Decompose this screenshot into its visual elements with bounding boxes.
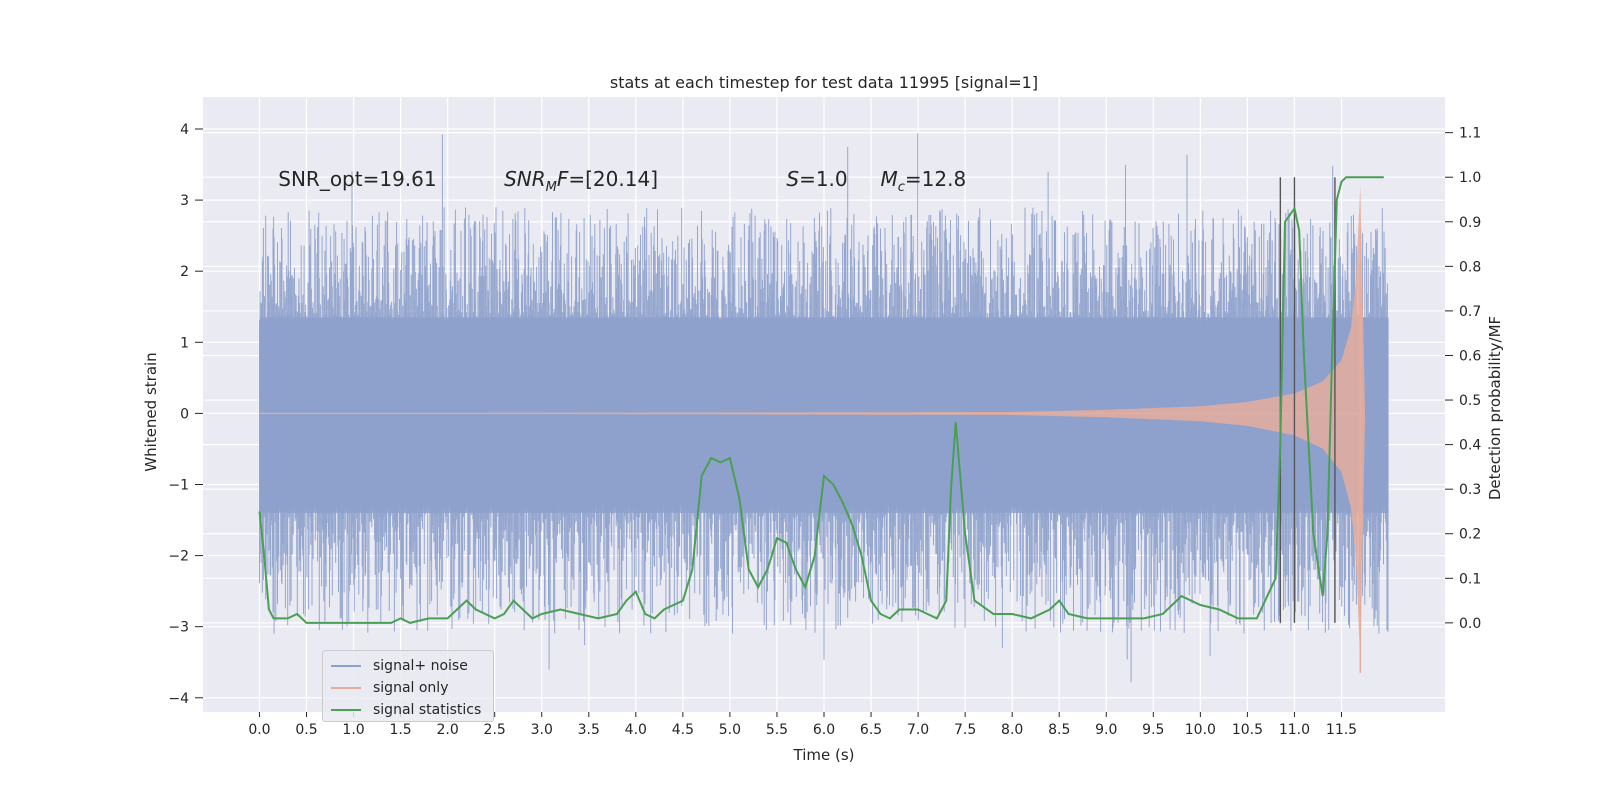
x-tick-label: 9.5: [1142, 722, 1164, 738]
x-tick-label: 1.5: [389, 722, 411, 738]
y2-tick-label: 0.5: [1459, 393, 1481, 409]
x-tick-label: 4.0: [625, 722, 647, 738]
y2-tick-label: 0.0: [1459, 616, 1481, 632]
legend: signal+ noise signal only signal statistic…: [322, 650, 494, 722]
legend-item: signal+ noise: [331, 655, 485, 677]
y2-tick-label: 0.4: [1459, 438, 1481, 454]
axis-ticks: 0.0 0.5 1.0 1.5 2.0 2.5 3.0 3.5 4.0 4.5 5.0 5.5 6.0 6…: [168, 122, 1481, 738]
y2-tick-label: 0.1: [1459, 571, 1481, 587]
y-axis-label: Whitened strain: [142, 352, 160, 471]
x-tick-label: 4.5: [672, 722, 694, 738]
y-tick-label: 0: [180, 406, 189, 422]
y-tick-label: 4: [180, 122, 189, 138]
legend-swatch: [331, 665, 361, 667]
y2-tick-label: 0.3: [1459, 482, 1481, 498]
y2-tick-label: 0.2: [1459, 527, 1481, 543]
x-tick-label: 3.0: [531, 722, 553, 738]
legend-item: signal only: [331, 677, 485, 699]
legend-label: signal+ noise: [373, 658, 468, 674]
series-signal-only: [259, 185, 1366, 673]
statistics-line: [258, 176, 1384, 624]
x-tick-label: 3.5: [578, 722, 600, 738]
y2-tick-label: 1.0: [1459, 170, 1481, 186]
y2-axis-label: Detection probability/MF: [1486, 316, 1504, 500]
x-tick-label: 0.5: [295, 722, 317, 738]
x-axis-label: Time (s): [793, 746, 855, 764]
annotation-text: SNRMF=[20.14]: [504, 167, 658, 195]
x-tick-label: 10.5: [1232, 722, 1263, 738]
x-tick-label: 5.5: [766, 722, 788, 738]
y-tick-label: 3: [180, 193, 189, 209]
x-tick-label: 2.0: [437, 722, 459, 738]
x-tick-label: 10.0: [1185, 722, 1216, 738]
y-tick-label: −3: [168, 620, 189, 636]
annotation-text: SNR_opt=19.61: [278, 167, 436, 191]
y-tick-label: −2: [168, 549, 189, 565]
x-tick-label: 8.0: [1001, 722, 1023, 738]
y-tick-label: 2: [180, 264, 189, 280]
x-tick-label: 2.5: [484, 722, 506, 738]
legend-item: signal statistics: [331, 699, 485, 721]
x-tick-label: 11.5: [1326, 722, 1357, 738]
x-tick-label: 11.0: [1279, 722, 1310, 738]
x-tick-label: 5.0: [719, 722, 741, 738]
y-tick-label: 1: [180, 335, 189, 351]
x-tick-label: 7.5: [954, 722, 976, 738]
y-tick-label: −4: [168, 691, 189, 707]
y2-tick-label: 0.6: [1459, 348, 1481, 364]
y2-tick-label: 0.7: [1459, 304, 1481, 320]
legend-swatch: [331, 709, 361, 711]
legend-label: signal only: [373, 680, 449, 696]
x-tick-label: 0.0: [248, 722, 270, 738]
y2-tick-label: 0.8: [1459, 259, 1481, 275]
x-tick-label: 6.0: [813, 722, 835, 738]
x-tick-label: 7.0: [907, 722, 929, 738]
x-tick-label: 6.5: [860, 722, 882, 738]
y-tick-label: −1: [168, 477, 189, 493]
annotation-text: Mc=12.8: [880, 167, 966, 195]
legend-label: signal statistics: [373, 702, 482, 718]
x-tick-label: 8.5: [1048, 722, 1070, 738]
chart-title: stats at each timestep for test data 119…: [610, 73, 1038, 92]
y2-tick-label: 1.1: [1459, 126, 1481, 142]
legend-swatch: [331, 687, 361, 689]
annotation-text: S=1.0: [786, 167, 847, 191]
annotations: SNR_opt=19.61 SNRMF=[20.14] S=1.0 Mc=12.8: [278, 167, 966, 195]
y2-tick-label: 0.9: [1459, 215, 1481, 231]
x-tick-label: 9.0: [1095, 722, 1117, 738]
x-tick-label: 1.0: [342, 722, 364, 738]
series-signal-statistics: [258, 176, 1384, 624]
